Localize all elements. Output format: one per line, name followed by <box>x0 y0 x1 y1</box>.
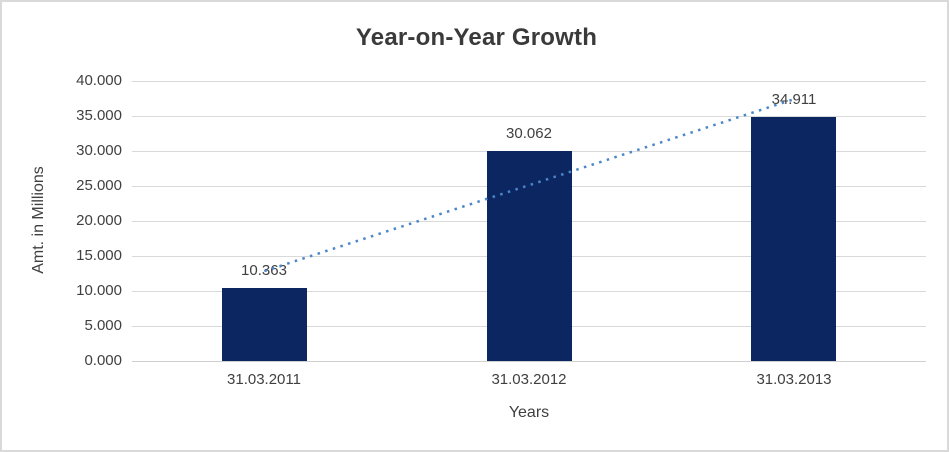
gridline <box>132 81 926 82</box>
y-tick-label: 40.000 <box>76 72 122 89</box>
bar-31.03.2011 <box>222 288 307 361</box>
chart-title: Year-on-Year Growth <box>355 24 598 51</box>
x-tick-label: 31.03.2013 <box>756 371 832 388</box>
y-tick-label: 5.000 <box>84 317 122 334</box>
data-label: 34.911 <box>771 91 817 108</box>
x-tick-label: 31.03.2011 <box>227 371 301 388</box>
y-tick-label: 10.000 <box>76 282 122 299</box>
y-tick-label: 15.000 <box>76 247 122 264</box>
x-axis-line <box>132 361 926 362</box>
y-tick-label: 30.000 <box>76 142 122 159</box>
data-label: 30.062 <box>506 125 552 142</box>
data-label: 10.363 <box>241 262 287 279</box>
y-tick-label: 25.000 <box>76 177 122 194</box>
y-tick-label: 35.000 <box>76 107 122 124</box>
bar-31.03.2013 <box>751 117 836 361</box>
y-tick-label: 20.000 <box>76 212 122 229</box>
x-tick-label: 31.03.2012 <box>491 371 567 388</box>
y-axis-title: Amt. in Millions <box>30 166 47 274</box>
x-axis-title: Years <box>508 404 550 421</box>
bar-31.03.2012 <box>487 151 572 361</box>
y-tick-label: 0.000 <box>84 352 122 369</box>
